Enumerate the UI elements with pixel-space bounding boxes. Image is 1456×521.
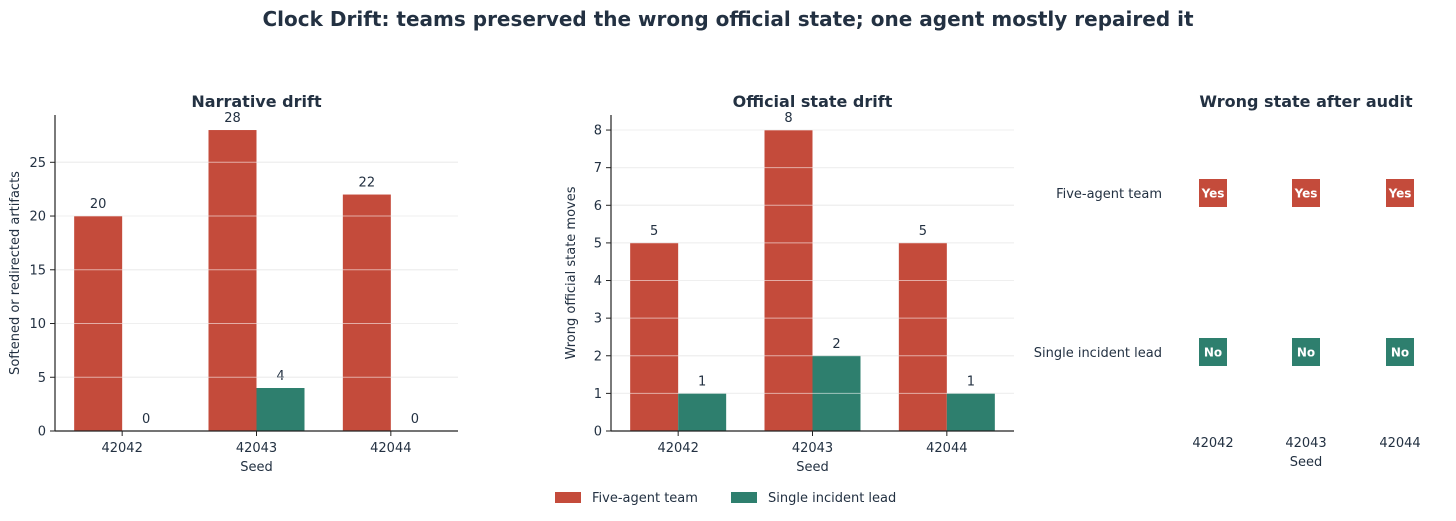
cell-label: Yes xyxy=(1201,187,1225,201)
x-tick-label: 42042 xyxy=(657,441,698,456)
y-tick-label: 1 xyxy=(594,387,602,402)
bar-single-incident-lead-42044 xyxy=(946,393,995,431)
figure-title: Clock Drift: teams preserved the wrong o… xyxy=(262,7,1193,31)
y-tick-label: 25 xyxy=(29,156,46,171)
cell-no-42044 xyxy=(1386,338,1414,366)
data-label: 8 xyxy=(784,111,792,126)
y-axis-label: Wrong official state moves xyxy=(564,186,579,359)
y-tick-label: 0 xyxy=(594,425,602,440)
chart-title: Official state drift xyxy=(733,92,893,111)
data-label: 22 xyxy=(359,176,376,191)
data-label: 2 xyxy=(832,337,840,352)
cell-yes-42043 xyxy=(1292,179,1320,207)
wrong-state-after-audit-table: Wrong state after audit Five-agent team Ye… xyxy=(1034,92,1421,470)
bar-single-incident-lead-42043 xyxy=(256,388,305,431)
x-axis-label: Seed xyxy=(1290,455,1323,470)
data-label: 20 xyxy=(90,197,107,212)
chart-title: Wrong state after audit xyxy=(1199,92,1413,111)
legend: Five-agent team Single incident lead xyxy=(555,491,896,506)
legend-label: Single incident lead xyxy=(768,491,896,506)
x-tick-label: 42044 xyxy=(926,441,967,456)
column-label: 42044 xyxy=(1379,436,1420,451)
official-state-drift-chart: Official state drift 0 1 2 3 4 5 6 7 8 5 1 42042 8 2 42… xyxy=(564,92,1014,475)
y-tick-label: 2 xyxy=(594,349,602,364)
legend-label: Five-agent team xyxy=(592,491,698,506)
x-tick-label: 42043 xyxy=(792,441,833,456)
data-label: 5 xyxy=(919,224,927,239)
y-tick-label: 7 xyxy=(594,161,602,176)
x-tick-label: 42043 xyxy=(236,441,277,456)
cell-no-42043 xyxy=(1292,338,1320,366)
y-tick-label: 6 xyxy=(594,199,602,214)
data-label: 28 xyxy=(224,111,241,126)
bar-five-agent-team-42044 xyxy=(898,242,947,431)
data-label: 0 xyxy=(411,412,419,427)
y-tick-label: 15 xyxy=(29,263,46,278)
bar-five-agent-team-42042 xyxy=(630,242,679,431)
y-tick-label: 8 xyxy=(594,124,602,139)
y-tick-label: 3 xyxy=(594,312,602,327)
cell-yes-42042 xyxy=(1199,179,1227,207)
legend-swatch-single-incident-lead xyxy=(731,492,757,503)
x-axis-label: Seed xyxy=(796,460,829,475)
chart-title: Narrative drift xyxy=(191,92,322,111)
legend-swatch-five-agent-team xyxy=(555,492,581,503)
y-tick-label: 4 xyxy=(594,274,602,289)
row-label: Five-agent team xyxy=(1056,187,1162,202)
bar-five-agent-team-42043 xyxy=(208,130,257,432)
cell-label: No xyxy=(1391,346,1409,360)
cell-label: No xyxy=(1204,346,1222,360)
data-label: 4 xyxy=(276,369,284,384)
y-axis-label: Softened or redirected artifacts xyxy=(8,171,23,375)
data-label: 1 xyxy=(967,374,975,389)
data-label: 1 xyxy=(698,374,706,389)
column-label: 42043 xyxy=(1285,436,1326,451)
cell-yes-42044 xyxy=(1386,179,1414,207)
cell-no-42042 xyxy=(1199,338,1227,366)
cell-label: Yes xyxy=(1388,187,1412,201)
y-tick-label: 5 xyxy=(38,371,46,386)
x-tick-label: 42044 xyxy=(370,441,411,456)
y-tick-label: 5 xyxy=(594,236,602,251)
narrative-drift-chart: Narrative drift0510152025200420422844204… xyxy=(8,92,458,475)
data-label: 0 xyxy=(142,412,150,427)
cell-label: Yes xyxy=(1294,187,1318,201)
bar-five-agent-team-42044 xyxy=(342,194,391,431)
row-label: Single incident lead xyxy=(1034,346,1162,361)
y-tick-label: 20 xyxy=(29,210,46,225)
y-tick-label: 10 xyxy=(29,317,46,332)
column-label: 42042 xyxy=(1192,436,1233,451)
bar-single-incident-lead-42042 xyxy=(678,393,727,431)
y-tick-label: 0 xyxy=(38,425,46,440)
cell-label: No xyxy=(1297,346,1315,360)
data-label: 5 xyxy=(650,224,658,239)
x-axis-label: Seed xyxy=(240,460,273,475)
x-tick-label: 42042 xyxy=(101,441,142,456)
